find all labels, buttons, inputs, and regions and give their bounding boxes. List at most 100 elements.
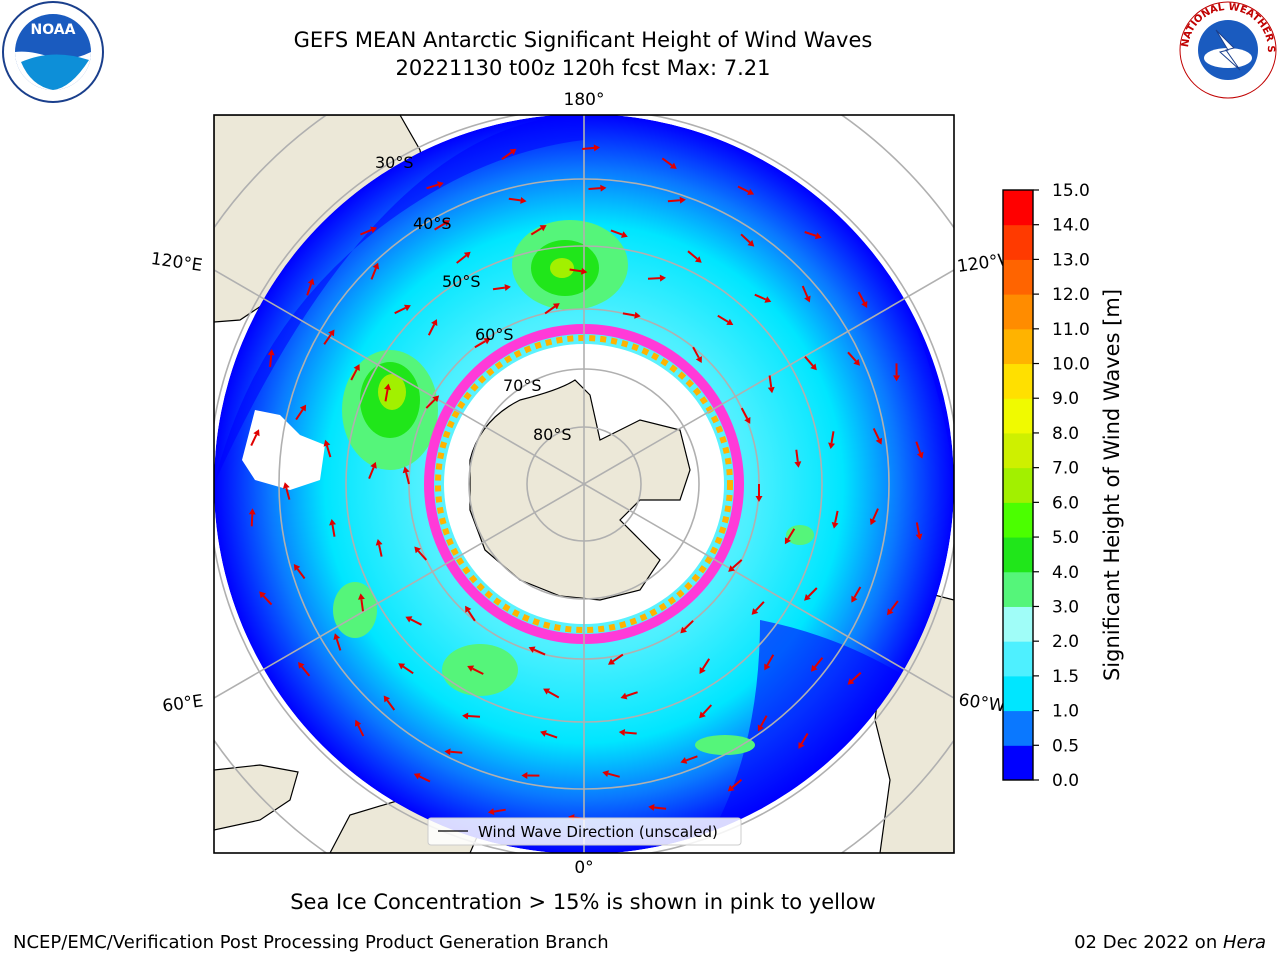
wave-direction-arrowhead [814,232,822,240]
wave-direction-arrow [370,267,377,280]
wave-direction-arrowhead [539,225,547,232]
wave-direction-arrow [306,283,313,296]
wave-direction-arrow [250,434,258,447]
wave-direction-arrow [610,229,623,236]
wave-direction-arrowhead [744,417,751,424]
wave-direction-arrowhead [727,784,735,792]
footer-date: 02 Dec 2022 on Hera [1074,932,1266,953]
colorbar-segment [1003,571,1033,607]
wave-direction-arrow [732,559,743,569]
colorbar-tick-label: 14.0 [1052,216,1090,236]
wave-direction-arrow [323,333,332,345]
wave-direction-arrow [533,648,546,656]
wave-direction-arrow [285,487,291,500]
wave-direction-arrowhead [443,220,450,227]
wave-direction-arrowhead [328,329,335,337]
wave-direction-arrow [737,185,750,193]
wave-direction-arrow [405,472,410,485]
wave-direction-arrowhead [333,633,341,640]
wave-direction-arrow [402,665,414,675]
lon-label-180: 180° [564,90,605,110]
wave-direction-arrowhead [487,808,495,816]
nws-logo: NATIONAL WEATHER SERVICE [1176,0,1277,99]
colorbar-tick-label: 0.0 [1052,771,1079,791]
wave-direction-arrowhead [728,565,735,572]
wave-direction-arrow [250,514,254,527]
wave-direction-arrowhead [794,461,802,468]
wave-direction-arrowhead [757,724,764,732]
wave-direction-arrowhead [580,267,588,275]
colorbar-tick-label: 0.5 [1052,736,1079,756]
wave-direction-arrow [384,389,389,402]
map-area: Wind Wave Direction (unscaled) [214,115,954,853]
wave-direction-arrowhead [804,295,811,303]
lat-label-70s: 70°S [503,376,542,395]
colorbar-tick-label: 2.0 [1052,632,1079,652]
wave-direction-arrowhead [847,678,855,685]
wave-direction-arrowhead [383,695,390,703]
wave-direction-arrow [418,775,431,783]
wave-direction-arrow [417,550,428,561]
wave-direction-arrow [544,305,556,315]
lat-label-80s: 80°S [533,425,572,444]
wave-direction-arrowhead [384,383,391,391]
wave-direction-arrowhead [618,729,626,736]
colorbar-segment [1003,745,1033,781]
wave-direction-arrowhead [915,533,923,541]
colorbar-tick-label: 9.0 [1052,389,1079,409]
colorbar-segment [1003,398,1033,434]
wave-direction-arrow [692,346,700,359]
lon-label-0: 0° [574,858,593,878]
wave-direction-arrow [622,312,635,317]
wave-direction-arrow [474,340,486,349]
wave-direction-arrow [754,293,767,301]
lat-label-30s: 30°S [375,153,414,172]
wave-direction-arrow [547,690,560,699]
wave-direction-arrow [740,233,751,244]
wave-direction-arrow [331,524,336,537]
wave-direction-arrowhead [810,363,817,371]
wave-direction-arrowhead [620,692,628,700]
colorbar-segment [1003,294,1033,330]
wave-direction-arrow [807,587,818,598]
colorbar-segment [1003,641,1033,677]
wave-direction-arrowhead [751,608,759,615]
wave-direction-arrowhead [917,451,924,459]
wave-direction-arrowhead [354,719,362,727]
wave-direction-arrow [847,351,857,362]
wave-direction-arrowhead [811,664,818,672]
wave-direction-arrow [872,508,879,521]
noaa-logo-text: NOAA [31,22,76,38]
wave-direction-arrowhead [875,437,883,445]
wave-direction-arrowhead [353,364,360,371]
wave-direction-arrow [357,724,365,737]
wave-direction-arrowhead [694,256,702,263]
wave-direction-arrow [394,307,406,315]
graticule [214,115,954,853]
wave-direction-arrowhead [520,197,527,204]
land-antarctica [469,379,691,601]
wave-direction-arrow [766,654,775,666]
wave-direction-arrow [425,398,436,409]
wave-direction-arrowhead [784,537,791,545]
lat-label-40s: 40°S [413,214,452,233]
wave-direction-arrowhead [293,564,301,571]
wave-direction-arrowhead [853,358,860,366]
wave-direction-arrow [378,544,383,557]
colorbar-segment [1003,675,1033,712]
wave-direction-arrowhead [298,662,305,669]
wave-direction-arrow [857,291,866,304]
wave-direction-arrowhead [358,593,365,600]
wave-direction-arrow [804,356,814,367]
wave-direction-arrow [830,431,835,444]
wave-direction-arrowhead [634,311,641,319]
wave-direction-arrow [360,599,364,612]
latitude-labels: 30°S 40°S 50°S 60°S 70°S 80°S [375,153,572,444]
wave-direction-arrowhead [467,665,475,672]
wave-direction-arrowhead [851,595,858,603]
colorbar-segment [1003,432,1033,469]
wave-direction-arrow [915,522,921,535]
wave-direction-arrowhead [432,395,440,403]
wave-direction-arrow [325,445,332,458]
wave-direction-arrowhead [282,482,290,489]
